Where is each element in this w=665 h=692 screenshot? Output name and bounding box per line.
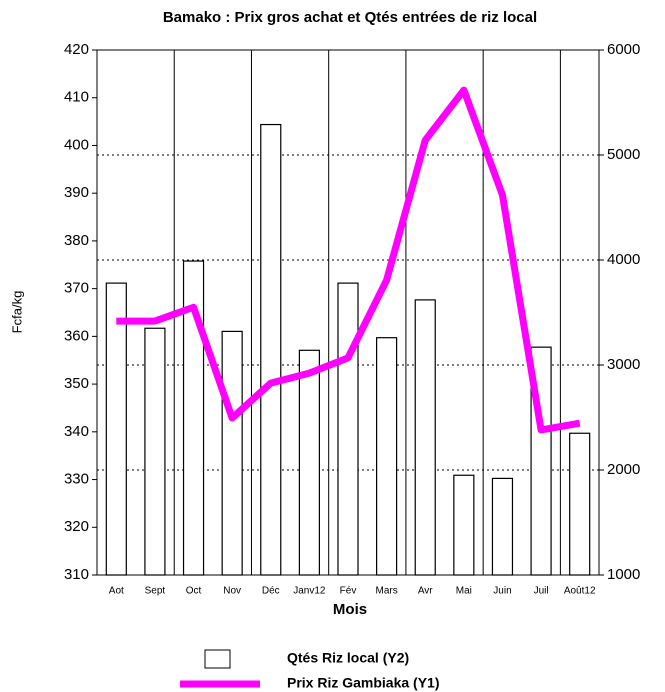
x-tick-label: Aot [109,586,124,597]
bar [414,299,436,576]
x-tick-label: Août12 [564,586,596,597]
bar [337,282,359,576]
y-tick-label: 410 [64,89,89,106]
y-tick-label: 400 [64,136,89,153]
x-tick-label: Avr [418,586,433,597]
y-tick-label: 350 [64,375,89,392]
y2-tick-label: 3000 [607,356,640,373]
x-tick-label: Oct [186,586,202,597]
y-tick-label: 380 [64,232,89,249]
legend-swatch [204,649,231,669]
y-tick-label: 330 [64,471,89,488]
x-tick-label: Nov [223,586,241,597]
x-tick-label: Juin [493,586,511,597]
y-tick-label: 390 [64,184,89,201]
x-axis-label: Mois [333,601,367,618]
y-tick-label: 420 [64,41,89,58]
bar [569,432,591,576]
x-tick-label: Mars [375,586,397,597]
y-tick-label: 360 [64,327,89,344]
y2-tick-label: 1000 [607,566,640,583]
bar [182,260,205,576]
bar [376,337,398,576]
y-axis-label: Fcfa/kg [9,291,24,334]
x-tick-label: Juil [534,586,549,597]
y-tick-label: 370 [64,280,89,297]
bar [144,327,166,576]
x-tick-label: Déc [262,586,280,597]
bar [260,123,282,576]
x-tick-label: Fév [340,586,357,597]
chart-title: Bamako : Prix gros achat et Qtés entrées… [163,9,537,26]
y-tick-label: 310 [64,566,89,583]
bar [221,330,243,576]
bar [491,477,514,576]
legend-label: Qtés Riz local (Y2) [287,650,409,666]
line [116,86,581,434]
bar [298,349,320,576]
bar [105,282,127,576]
y2-tick-label: 2000 [607,461,640,478]
y2-tick-label: 5000 [607,146,640,163]
x-tick-label: Sept [145,586,166,597]
y-tick-label: 320 [64,518,89,535]
x-tick-label: Mai [456,586,472,597]
y2-tick-label: 6000 [607,41,640,58]
x-tick-label: Janv12 [293,586,326,597]
y-tick-label: 340 [64,423,89,440]
bar [453,474,475,576]
legend-label: Prix Riz Gambiaka (Y1) [287,675,440,691]
y2-tick-label: 4000 [607,251,640,268]
